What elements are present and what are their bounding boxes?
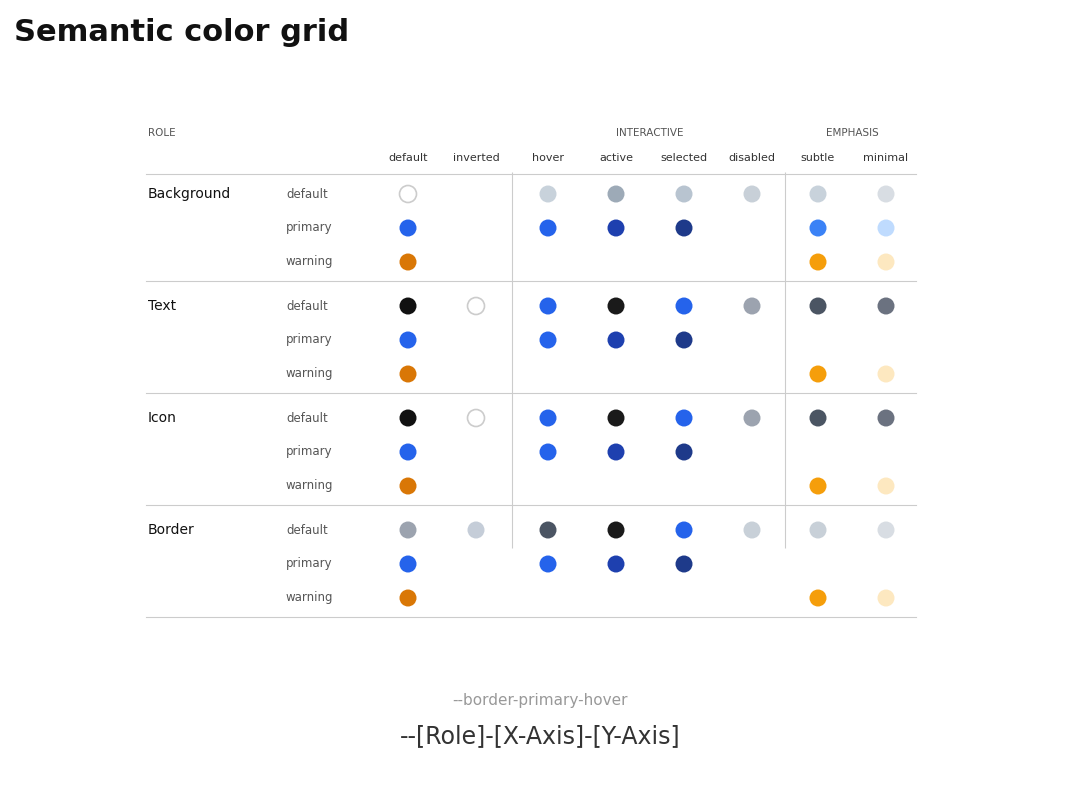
Circle shape [540,556,556,573]
Circle shape [400,521,417,538]
Circle shape [540,410,556,427]
Text: primary: primary [286,445,333,458]
Circle shape [810,254,826,271]
Text: ROLE: ROLE [148,128,176,138]
Text: warning: warning [286,368,334,381]
Circle shape [877,521,894,538]
Circle shape [675,410,692,427]
Circle shape [675,186,692,203]
Text: warning: warning [286,255,334,268]
Circle shape [743,521,760,538]
Circle shape [607,444,624,461]
Circle shape [607,297,624,314]
Circle shape [400,297,417,314]
Text: warning: warning [286,591,334,604]
Text: primary: primary [286,221,333,234]
Circle shape [810,478,826,494]
Text: inverted: inverted [453,153,499,163]
Text: --[Role]-[X-Axis]-[Y-Axis]: --[Role]-[X-Axis]-[Y-Axis] [400,724,680,748]
Text: Background: Background [148,187,231,201]
Text: default: default [286,524,327,537]
Circle shape [468,410,485,427]
Circle shape [540,220,556,237]
Text: default: default [286,187,327,200]
Text: minimal: minimal [863,153,908,163]
Text: Icon: Icon [148,411,177,425]
Circle shape [877,186,894,203]
Circle shape [743,297,760,314]
Circle shape [810,521,826,538]
Text: active: active [599,153,633,163]
Circle shape [810,365,826,382]
Circle shape [877,220,894,237]
Circle shape [675,556,692,573]
Circle shape [810,590,826,607]
Circle shape [400,254,417,271]
Circle shape [810,410,826,427]
Text: hover: hover [532,153,564,163]
Circle shape [400,220,417,237]
Text: warning: warning [286,479,334,493]
Circle shape [468,521,485,538]
Circle shape [743,186,760,203]
Circle shape [607,410,624,427]
Text: EMPHASIS: EMPHASIS [825,128,878,138]
Circle shape [607,220,624,237]
Circle shape [877,365,894,382]
Text: selected: selected [661,153,707,163]
Circle shape [877,410,894,427]
Circle shape [607,521,624,538]
Circle shape [400,556,417,573]
Text: default: default [286,411,327,424]
Text: default: default [286,300,327,313]
Text: --border-primary-hover: --border-primary-hover [453,692,627,708]
Circle shape [540,186,556,203]
Circle shape [400,365,417,382]
Text: INTERACTIVE: INTERACTIVE [617,128,684,138]
Circle shape [810,297,826,314]
Circle shape [743,410,760,427]
Circle shape [877,297,894,314]
Circle shape [810,220,826,237]
Circle shape [400,478,417,494]
Circle shape [675,331,692,348]
Circle shape [607,556,624,573]
Circle shape [540,331,556,348]
Circle shape [400,331,417,348]
Circle shape [400,410,417,427]
Circle shape [877,254,894,271]
Circle shape [400,186,417,203]
Text: subtle: subtle [801,153,835,163]
Circle shape [675,297,692,314]
Text: disabled: disabled [729,153,775,163]
Circle shape [675,521,692,538]
Circle shape [607,186,624,203]
Text: primary: primary [286,334,333,347]
Circle shape [877,478,894,494]
Circle shape [468,297,485,314]
Circle shape [400,444,417,461]
Circle shape [675,444,692,461]
Text: default: default [388,153,428,163]
Circle shape [540,444,556,461]
Text: Semantic color grid: Semantic color grid [14,18,349,47]
Circle shape [400,590,417,607]
Text: Border: Border [148,523,194,537]
Circle shape [877,590,894,607]
Circle shape [810,186,826,203]
Circle shape [607,331,624,348]
Circle shape [540,297,556,314]
Circle shape [540,521,556,538]
Circle shape [675,220,692,237]
Text: primary: primary [286,558,333,570]
Text: Text: Text [148,299,176,313]
